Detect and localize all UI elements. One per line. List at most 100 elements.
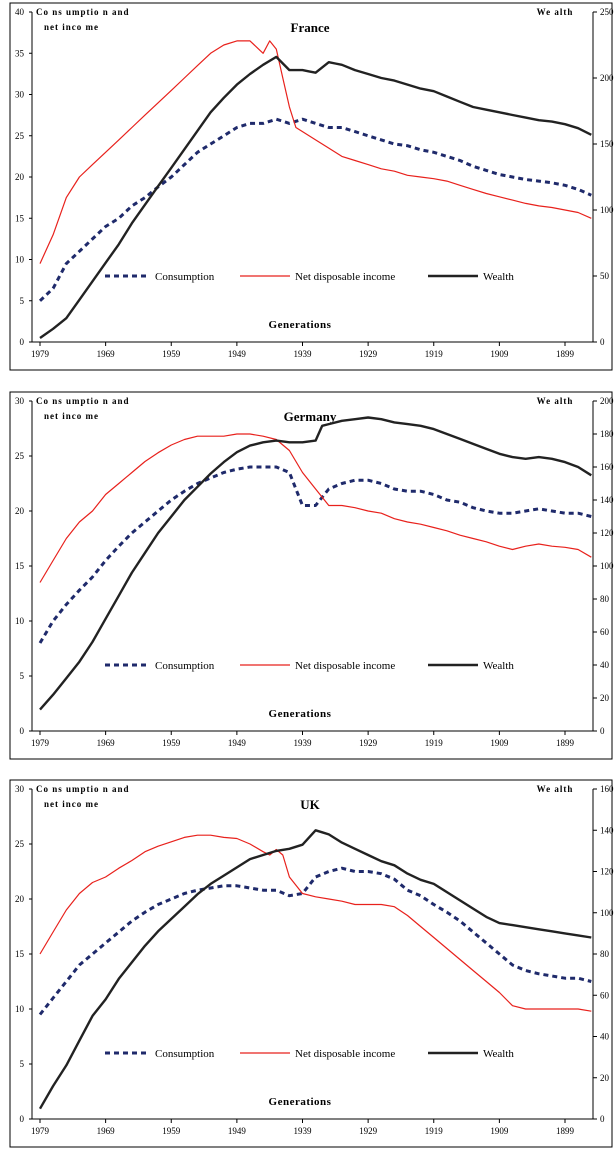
x-tick-label: 1939 (294, 738, 313, 748)
right-tick-label: 180 (600, 429, 614, 439)
left-axis-label-line1: Co ns umptio n and (36, 7, 130, 17)
series-line-wealth (39, 55, 592, 339)
left-axis-label-line1: Co ns umptio n and (36, 396, 130, 406)
series-line-consumption (38, 866, 592, 1016)
left-tick-label: 20 (15, 894, 25, 904)
right-tick-label: 80 (600, 594, 610, 604)
left-axis-label-line2: net inco me (44, 799, 99, 809)
legend-label: Consumption (155, 271, 215, 283)
left-tick-label: 0 (20, 1114, 25, 1124)
right-tick-label: 160 (600, 462, 614, 472)
right-tick-label: 50 (600, 271, 610, 281)
x-tick-label: 1919 (425, 349, 444, 359)
left-axis-label-line2: net inco me (44, 22, 99, 32)
x-tick-label: 1919 (425, 738, 444, 748)
right-tick-label: 0 (600, 1114, 605, 1124)
right-tick-label: 100 (600, 908, 614, 918)
x-tick-label: 1979 (31, 738, 50, 748)
x-tick-label: 1959 (162, 738, 181, 748)
right-tick-label: 80 (600, 949, 610, 959)
left-tick-label: 30 (15, 90, 25, 100)
x-tick-label: 1959 (162, 349, 181, 359)
x-tick-label: 1959 (162, 1126, 181, 1136)
left-tick-label: 10 (15, 1004, 25, 1014)
right-tick-label: 120 (600, 528, 614, 538)
right-tick-label: 160 (600, 784, 614, 794)
series-line-net-disposable-income (39, 433, 592, 583)
series-line-wealth (39, 416, 592, 711)
chart-frame (9, 779, 613, 1148)
left-tick-label: 25 (15, 131, 25, 141)
x-tick-label: 1929 (359, 1126, 378, 1136)
right-axis-label: We alth (537, 7, 574, 17)
left-tick-label: 30 (15, 784, 25, 794)
right-tick-label: 0 (600, 726, 605, 736)
legend-label: Net disposable income (295, 1048, 395, 1060)
right-tick-label: 100 (600, 561, 614, 571)
left-tick-label: 25 (15, 451, 25, 461)
france-chart-panel: 0 5 10 15 20 25 30 35 40 0 50 100 150 200 250 1979 1969 1… (0, 0, 616, 372)
x-tick-label: 1949 (228, 1126, 247, 1136)
left-tick-label: 40 (15, 7, 25, 17)
left-tick-label: 5 (20, 296, 25, 306)
chart-title: France (291, 20, 330, 35)
left-axis-label-line1: Co ns umptio n and (36, 784, 130, 794)
x-tick-label: 1939 (294, 349, 313, 359)
left-tick-label: 25 (15, 839, 25, 849)
x-tick-label: 1949 (228, 738, 247, 748)
right-tick-label: 20 (600, 1073, 610, 1083)
chart-frame (9, 391, 613, 760)
x-tick-label: 1909 (490, 349, 509, 359)
chart-svg: 0 5 10 15 20 25 30 0 20 40 60 80 100 120 140 160 1979 196… (9, 779, 614, 1148)
right-tick-label: 140 (600, 825, 614, 835)
left-axis-label-line2: net inco me (44, 411, 99, 421)
x-tick-label: 1909 (490, 1126, 509, 1136)
x-tick-label: 1899 (556, 738, 575, 748)
x-tick-label: 1899 (556, 349, 575, 359)
right-tick-label: 200 (600, 73, 614, 83)
left-tick-label: 10 (15, 255, 25, 265)
right-tick-label: 140 (600, 495, 614, 505)
right-tick-label: 0 (600, 337, 605, 347)
right-tick-label: 120 (600, 867, 614, 877)
left-tick-label: 0 (20, 726, 25, 736)
left-tick-label: 15 (15, 213, 25, 223)
x-axis-label: Generations (269, 708, 332, 720)
chart-svg: 0 5 10 15 20 25 30 0 20 40 60 80 100 120 140 160 180 200 1… (9, 391, 614, 760)
legend-label: Wealth (483, 271, 514, 283)
legend-label: Consumption (155, 660, 215, 672)
right-tick-label: 40 (600, 660, 610, 670)
legend-label: Wealth (483, 1048, 514, 1060)
left-tick-label: 30 (15, 396, 25, 406)
series-line-net-disposable-income (39, 834, 592, 1012)
series-line-consumption (38, 465, 592, 644)
x-tick-label: 1909 (490, 738, 509, 748)
right-tick-label: 150 (600, 139, 614, 149)
legend-label: Net disposable income (295, 271, 395, 283)
x-tick-label: 1949 (228, 349, 247, 359)
x-axis-label: Generations (269, 319, 332, 331)
chart-title: Germany (284, 409, 337, 424)
legend-label: Wealth (483, 660, 514, 672)
x-tick-label: 1969 (97, 349, 116, 359)
right-tick-label: 40 (600, 1032, 610, 1042)
series-line-net-disposable-income (39, 40, 592, 264)
x-tick-label: 1979 (31, 349, 50, 359)
left-tick-label: 20 (15, 506, 25, 516)
series-line-wealth (38, 829, 592, 1110)
left-tick-label: 10 (15, 616, 25, 626)
right-tick-label: 250 (600, 7, 614, 17)
right-tick-label: 20 (600, 693, 610, 703)
chart-svg: 0 5 10 15 20 25 30 35 40 0 50 100 150 200 250 1979 1969 1… (9, 2, 614, 371)
left-tick-label: 5 (20, 671, 25, 681)
x-tick-label: 1979 (31, 1126, 50, 1136)
chart-title: UK (300, 797, 320, 812)
left-tick-label: 15 (15, 949, 25, 959)
x-tick-label: 1919 (425, 1126, 444, 1136)
x-tick-label: 1899 (556, 1126, 575, 1136)
right-tick-label: 200 (600, 396, 614, 406)
legend-label: Net disposable income (295, 660, 395, 672)
x-tick-label: 1939 (294, 1126, 313, 1136)
x-tick-label: 1969 (97, 738, 116, 748)
left-tick-label: 20 (15, 172, 25, 182)
